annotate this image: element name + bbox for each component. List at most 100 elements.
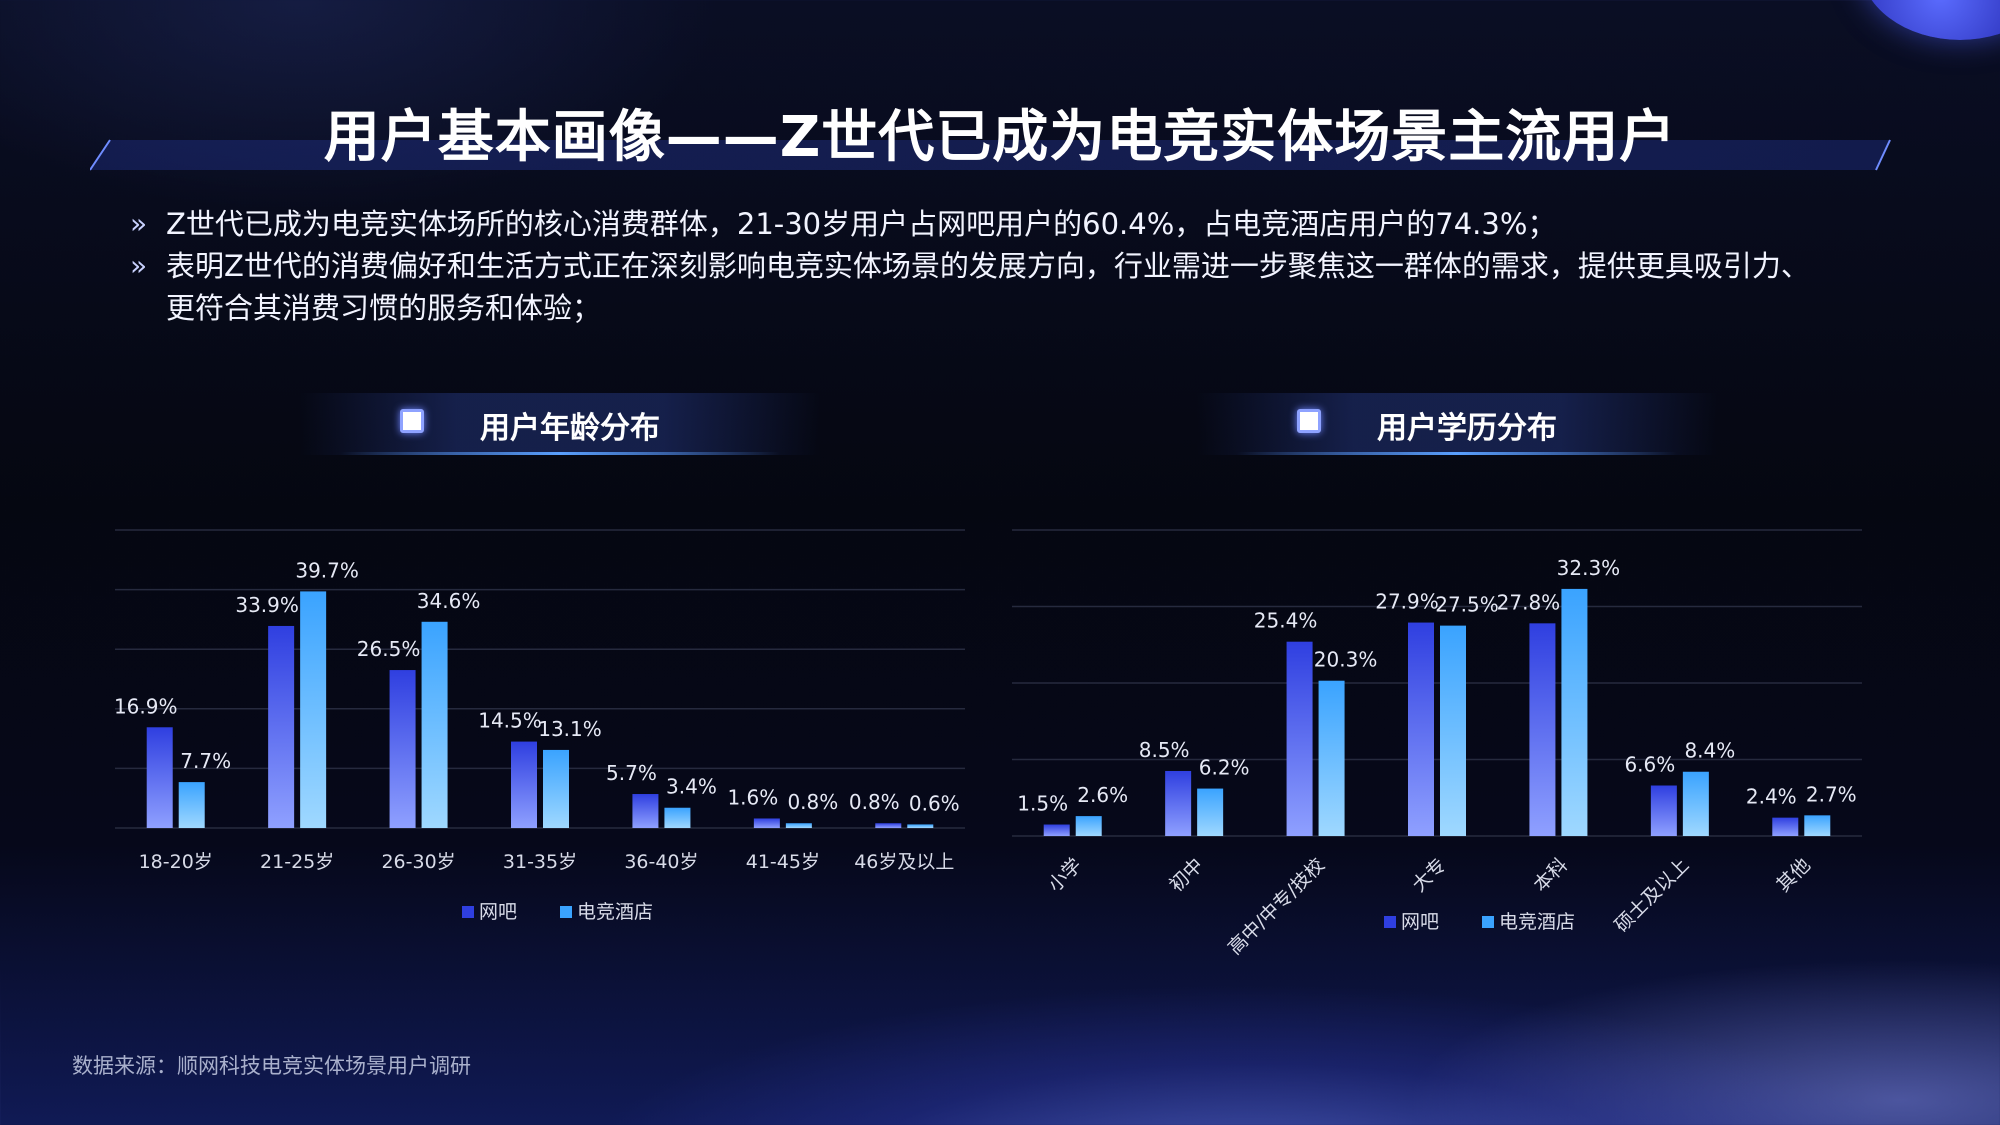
category-label: 36-40岁: [624, 851, 698, 873]
bar-netcafe: [875, 823, 902, 828]
category-label: 大专: [1408, 854, 1450, 896]
category-label: 其他: [1772, 854, 1814, 896]
bar-netcafe: [146, 727, 173, 828]
age-distribution-chart: 16.9% 7.7% 18-20岁 33.9% 39.7% 21-25岁 26.5% 34.6…: [114, 529, 965, 923]
data-label: 20.3%: [1314, 648, 1378, 672]
header-underline: [1237, 452, 1677, 455]
category-label: 26-30岁: [381, 851, 455, 873]
data-label: 3.4%: [666, 775, 717, 799]
title-underline: [90, 139, 1891, 172]
data-label: 14.5%: [478, 709, 542, 733]
category-label: 硕士及以上: [1611, 854, 1694, 937]
legend-swatch: [1384, 916, 1396, 928]
data-label: 5.7%: [606, 761, 657, 785]
bar-esports-hotel: [664, 807, 691, 828]
bar-esports-hotel: [1197, 788, 1224, 836]
data-label: 16.9%: [114, 694, 178, 718]
legend-label: 网吧: [1401, 911, 1439, 933]
bar-netcafe: [1529, 623, 1556, 836]
bar-esports-hotel: [785, 823, 812, 828]
bar-esports-hotel: [300, 591, 327, 828]
data-label: 0.6%: [909, 791, 960, 815]
bar-esports-hotel: [1318, 680, 1345, 836]
category-label: 18-20岁: [139, 851, 213, 873]
legend-swatch: [560, 906, 572, 918]
bar-esports-hotel: [907, 824, 934, 828]
bar-netcafe: [1286, 641, 1313, 836]
bar-esports-hotel: [421, 621, 448, 828]
data-label: 34.6%: [417, 589, 481, 613]
header-glow: [1197, 393, 1717, 455]
legend-label: 网吧: [479, 901, 517, 923]
category-label: 初中: [1165, 854, 1207, 896]
data-label: 6.2%: [1199, 756, 1250, 780]
bullet-list: » Z世代已成为电竞实体场所的核心消费群体，21-30岁用户占网吧用户的60.4…: [130, 203, 1890, 329]
data-label: 0.8%: [849, 790, 900, 814]
square-bullet-icon: [1297, 409, 1321, 433]
bullet-mark-icon: »: [130, 207, 148, 240]
square-bullet-icon: [400, 409, 424, 433]
data-label: 32.3%: [1557, 556, 1621, 580]
data-label: 1.5%: [1017, 792, 1068, 816]
data-label: 26.5%: [357, 637, 421, 661]
data-label: 8.4%: [1684, 739, 1735, 763]
bar-netcafe: [1650, 785, 1677, 836]
category-label: 31-35岁: [503, 851, 577, 873]
category-label: 小学: [1044, 854, 1086, 896]
data-label: 1.6%: [727, 785, 778, 809]
age-chart-header: 用户年龄分布: [300, 393, 820, 455]
bar-netcafe: [389, 670, 416, 828]
legend-swatch: [462, 906, 474, 918]
legend-label: 电竞酒店: [1499, 911, 1575, 933]
data-label: 2.4%: [1746, 785, 1797, 809]
data-label: 2.7%: [1806, 782, 1857, 806]
bar-esports-hotel: [1682, 771, 1709, 836]
data-label: 7.7%: [180, 749, 231, 773]
category-label: 本科: [1530, 854, 1572, 896]
bullet-mark-icon: »: [130, 249, 148, 282]
bar-netcafe: [1408, 622, 1434, 836]
bullet-item: » Z世代已成为电竞实体场所的核心消费群体，21-30岁用户占网吧用户的60.4…: [130, 203, 1890, 245]
education-distribution-chart: 1.5% 2.6% 小学 8.5% 6.2% 初中 25.4% 20.3% 高中/中专/技校 27…: [1012, 529, 1862, 959]
bar-netcafe: [1165, 770, 1192, 836]
data-label: 39.7%: [295, 558, 359, 582]
bar-netcafe: [268, 625, 295, 828]
bar-netcafe: [632, 794, 659, 828]
bullet-text: 表明Z世代的消费偏好和生活方式正在深刻影响电竞实体场景的发展方向，行业需进一步聚…: [166, 249, 1810, 283]
header-glow: [300, 393, 820, 455]
bullet-text: 更符合其消费习惯的服务和体验；: [166, 291, 602, 325]
data-label: 13.1%: [538, 717, 602, 741]
education-chart-title: 用户学历分布: [1377, 411, 1557, 446]
bar-esports-hotel: [1804, 815, 1831, 836]
category-label: 高中/中专/技校: [1224, 854, 1329, 959]
data-label: 8.5%: [1139, 738, 1190, 762]
legend-swatch: [1482, 916, 1494, 928]
bar-netcafe: [511, 741, 537, 828]
education-chart-header: 用户学历分布: [1197, 393, 1717, 455]
bar-netcafe: [753, 818, 780, 828]
bullet-item-continuation: 更符合其消费习惯的服务和体验；: [130, 287, 1890, 329]
data-label: 27.8%: [1497, 590, 1561, 614]
bar-esports-hotel: [1440, 625, 1466, 836]
bar-esports-hotel: [1075, 816, 1102, 836]
data-source-note: 数据来源：顺网科技电竞实体场景用户调研: [72, 1054, 471, 1078]
bar-esports-hotel: [178, 782, 205, 828]
bar-esports-hotel: [543, 749, 569, 828]
data-label: 25.4%: [1254, 609, 1318, 633]
data-label: 27.9%: [1375, 590, 1439, 614]
legend-label: 电竞酒店: [577, 901, 653, 923]
bullet-item: » 表明Z世代的消费偏好和生活方式正在深刻影响电竞实体场景的发展方向，行业需进一…: [130, 245, 1890, 287]
header-underline: [340, 452, 780, 455]
data-label: 2.6%: [1077, 783, 1128, 807]
category-label: 21-25岁: [260, 851, 334, 873]
bar-esports-hotel: [1561, 588, 1588, 836]
bar-netcafe: [1772, 817, 1799, 836]
bar-netcafe: [1043, 824, 1070, 836]
data-label: 27.5%: [1435, 593, 1499, 617]
page-title: 用户基本画像——Z世代已成为电竞实体场景主流用户: [323, 105, 1677, 170]
age-chart-title: 用户年龄分布: [480, 411, 660, 446]
data-label: 6.6%: [1624, 753, 1675, 777]
category-label: 41-45岁: [746, 851, 820, 873]
data-label: 0.8%: [787, 790, 838, 814]
